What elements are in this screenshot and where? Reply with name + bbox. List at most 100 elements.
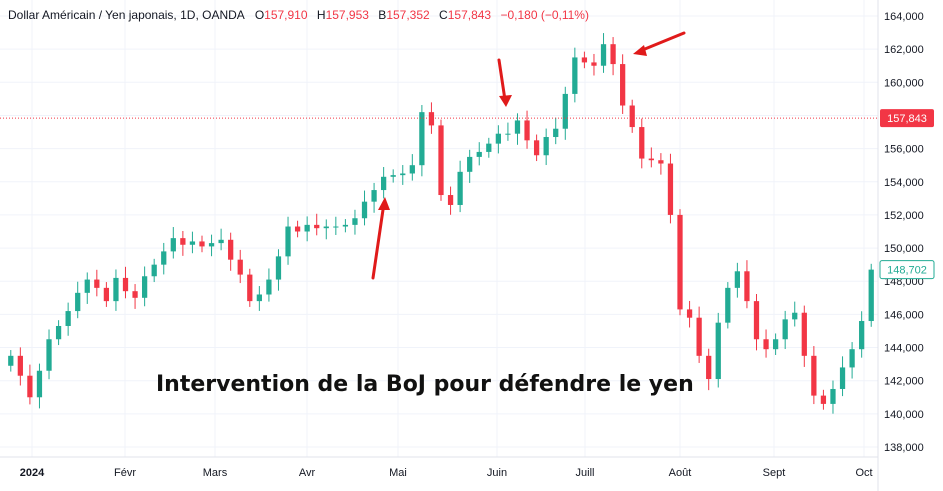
candle-body xyxy=(467,156,473,172)
candle-body xyxy=(801,312,807,356)
candle-body xyxy=(103,287,110,302)
candle-body xyxy=(65,311,71,326)
candle-body xyxy=(486,143,492,152)
candle xyxy=(17,347,23,386)
candle-body xyxy=(715,322,721,380)
candle-body xyxy=(572,57,578,94)
candle-body xyxy=(180,238,186,245)
candle-body xyxy=(447,195,454,205)
candle-body xyxy=(342,224,349,227)
candle xyxy=(734,262,741,298)
x-tick-label: Août xyxy=(669,467,692,479)
candle xyxy=(294,220,301,238)
candle-body xyxy=(667,163,674,215)
candle xyxy=(725,282,731,329)
candle xyxy=(419,105,425,177)
candle-body xyxy=(151,264,157,277)
candle-body xyxy=(390,175,396,177)
candle-body xyxy=(620,64,626,106)
candle-body xyxy=(725,287,731,323)
candle xyxy=(94,269,100,297)
candle-body xyxy=(629,105,635,128)
candle-body xyxy=(591,62,597,66)
candle xyxy=(285,216,291,265)
arrow-up-may xyxy=(371,201,386,280)
candle-body xyxy=(782,319,788,340)
candle xyxy=(677,209,683,316)
candle-body xyxy=(17,355,23,376)
low-value: 157,352 xyxy=(386,8,430,22)
y-tick-label: 146,000 xyxy=(884,309,924,321)
x-tick-label: 2024 xyxy=(20,467,45,479)
candle xyxy=(792,301,798,327)
candle xyxy=(333,216,339,235)
candle-body xyxy=(122,277,129,292)
candle xyxy=(715,312,721,388)
candle-body xyxy=(820,395,827,404)
candle-body xyxy=(600,44,607,66)
candle xyxy=(457,160,463,213)
open-label: O xyxy=(254,8,265,22)
y-tick-label: 150,000 xyxy=(884,243,924,255)
annotation-text: Intervention de la BoJ pour défendre le … xyxy=(156,372,694,397)
x-tick-label: Sept xyxy=(763,467,786,479)
candle-body xyxy=(839,367,846,389)
candle xyxy=(648,147,654,168)
candle-body xyxy=(581,57,588,63)
candle xyxy=(266,268,272,302)
candle-body xyxy=(170,238,176,252)
candle xyxy=(151,258,157,283)
candle-body xyxy=(457,171,463,205)
candle xyxy=(658,153,664,175)
candle-body xyxy=(314,224,320,229)
candle-body xyxy=(792,312,798,320)
time-axis[interactable]: 2024 Févr Mars Avr Mai Juin Juill Août Sept Oct xyxy=(20,467,873,479)
candle-body xyxy=(352,218,358,225)
candle xyxy=(639,118,645,169)
change-value: −0,180 (−0,11%) xyxy=(500,8,589,22)
candle-body xyxy=(868,269,874,322)
candle-body xyxy=(849,349,855,368)
candle xyxy=(323,219,329,240)
candle xyxy=(113,269,119,311)
candle xyxy=(476,142,482,166)
candle xyxy=(495,125,501,154)
last-price-badge-label: 148,702 xyxy=(887,265,927,277)
candle xyxy=(447,186,454,215)
candle xyxy=(409,154,415,181)
x-tick-label: Juin xyxy=(487,467,507,479)
candle xyxy=(591,53,597,76)
candle xyxy=(314,213,320,236)
candle xyxy=(170,227,176,259)
arrow-up-may-head xyxy=(378,197,390,210)
candle xyxy=(218,228,224,251)
y-tick-label: 148,000 xyxy=(884,276,924,288)
candle xyxy=(199,235,205,253)
candle-body xyxy=(247,274,253,302)
candle xyxy=(849,342,855,379)
symbol-header[interactable]: Dollar Américain / Yen japonais, 1D, OAN… xyxy=(8,8,595,22)
x-tick-label: Juill xyxy=(576,467,595,479)
candle-body xyxy=(94,279,100,288)
y-tick-label: 142,000 xyxy=(884,376,924,388)
candle xyxy=(180,231,186,256)
candle-body xyxy=(753,301,760,340)
close-label: C xyxy=(439,8,448,22)
y-tick-label: 152,000 xyxy=(884,210,924,222)
candle xyxy=(122,266,129,299)
candle xyxy=(686,300,693,328)
candle-body xyxy=(639,127,645,159)
candle-body xyxy=(333,226,339,228)
candle xyxy=(772,333,779,355)
candle xyxy=(189,231,196,254)
candle-body xyxy=(553,128,559,138)
candle xyxy=(581,51,588,69)
candle xyxy=(275,249,282,291)
candle-body xyxy=(677,214,683,310)
candle-body xyxy=(361,201,368,219)
candle xyxy=(696,306,702,363)
candle xyxy=(600,33,607,73)
candle xyxy=(524,110,530,149)
